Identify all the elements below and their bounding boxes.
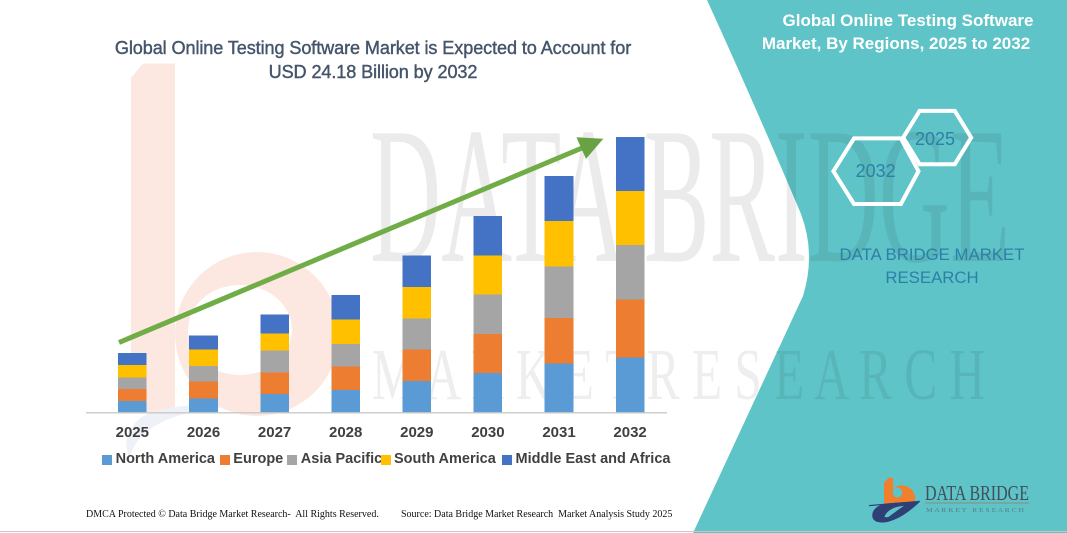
svg-text:DATA BRIDGE: DATA BRIDGE	[925, 481, 1029, 505]
svg-text:M A R K E T R E S E A R C H: M A R K E T R E S E A R C H	[926, 508, 1025, 514]
